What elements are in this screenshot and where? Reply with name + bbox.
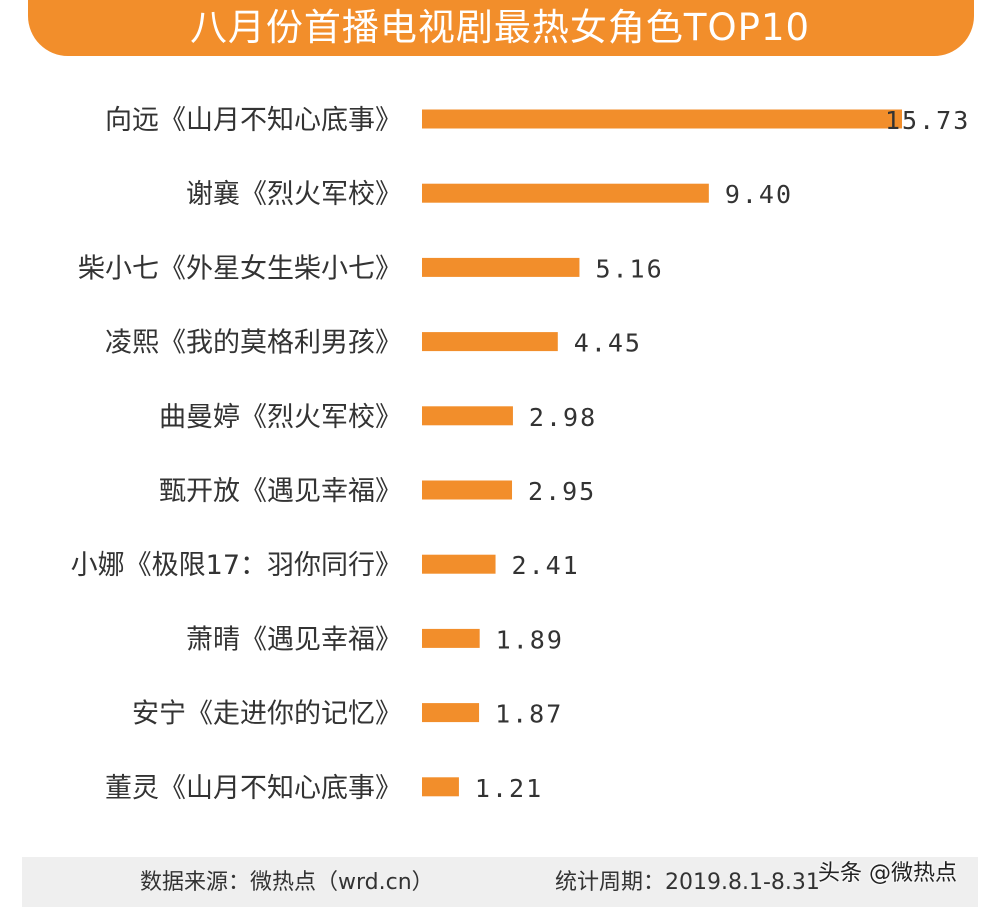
bar xyxy=(422,480,513,500)
bar xyxy=(422,777,459,797)
value-label: 2.95 xyxy=(528,477,596,506)
value-label: 1.87 xyxy=(495,700,563,729)
category-label: 谢襄《烈火军校》 xyxy=(186,179,402,210)
category-label: 曲曼婷《烈火军校》 xyxy=(159,402,402,433)
footer-bar xyxy=(22,857,978,907)
category-label: 甄开放《遇见幸福》 xyxy=(159,476,402,507)
bar xyxy=(422,257,580,277)
chart-title: 八月份首播电视剧最热女角色TOP10 xyxy=(189,6,811,49)
bar xyxy=(422,183,709,203)
category-label: 萧晴《遇见幸福》 xyxy=(186,624,402,655)
bar xyxy=(422,109,902,129)
value-label: 2.41 xyxy=(512,551,580,580)
bar-chart: 向远《山月不知心底事》 15.73 谢襄《烈火军校》 9.40 柴小七《外星女生柴小七》… xyxy=(71,105,970,804)
bar xyxy=(422,406,513,426)
data-source-text: 数据来源：微热点（wrd.cn） xyxy=(140,870,434,895)
value-label: 2.98 xyxy=(529,403,597,432)
category-label: 向远《山月不知心底事》 xyxy=(105,105,402,136)
watermark-text: 头条 @微热点 xyxy=(818,861,957,886)
value-label: 1.89 xyxy=(496,625,564,654)
bar xyxy=(422,703,480,723)
bar xyxy=(422,554,496,574)
bar xyxy=(422,332,558,352)
value-label: 9.40 xyxy=(725,180,793,209)
value-label: 4.45 xyxy=(574,329,642,358)
statistics-period-text: 统计周期：2019.8.1-8.31 xyxy=(555,870,820,895)
value-label: 5.16 xyxy=(595,254,663,283)
bar xyxy=(422,628,480,648)
category-label: 凌熙《我的莫格利男孩》 xyxy=(105,328,402,359)
category-label: 小娜《极限17：羽你同行》 xyxy=(71,550,402,581)
category-label: 安宁《走进你的记忆》 xyxy=(132,699,402,730)
category-label: 董灵《山月不知心底事》 xyxy=(105,773,402,804)
value-label: 15.73 xyxy=(885,106,970,135)
title-banner xyxy=(28,0,974,56)
category-label: 柴小七《外星女生柴小七》 xyxy=(78,253,402,284)
value-label: 1.21 xyxy=(475,774,543,803)
